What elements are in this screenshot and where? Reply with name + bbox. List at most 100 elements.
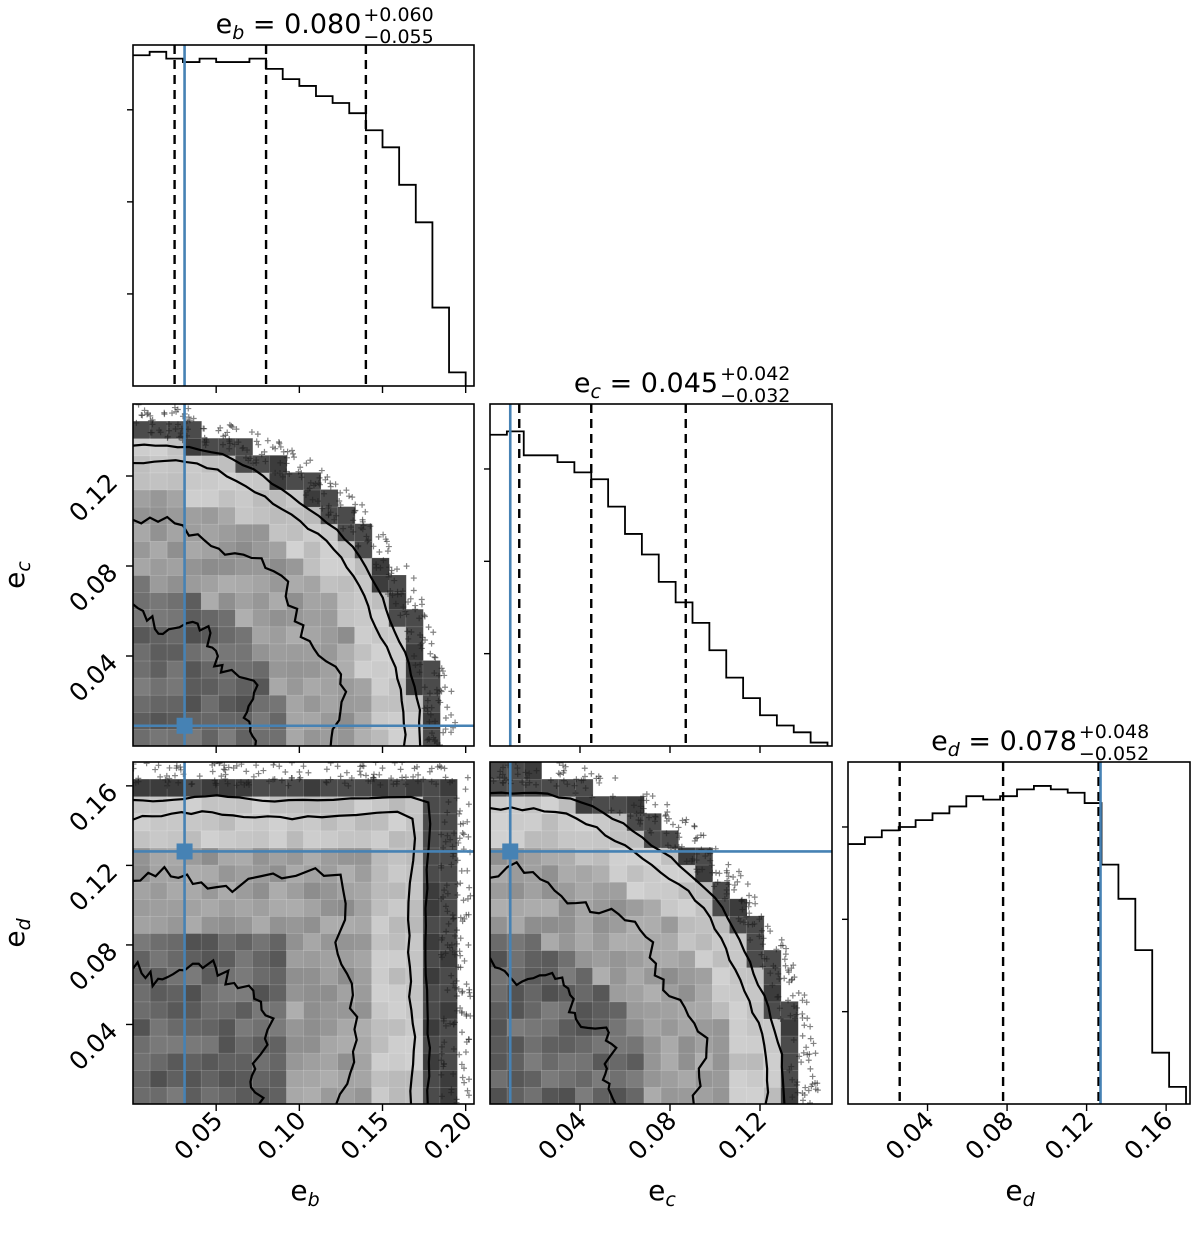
density_cb-cell [133,677,151,696]
density_dc-sample-point [691,837,698,844]
density_db-cell [235,898,254,917]
density_db-cell [183,864,202,883]
density_cb-cell [133,608,151,628]
density_dc-sample-point [787,1012,794,1019]
density_cb-sample-point [277,459,284,466]
density_dc-cell [609,966,628,986]
density_cb-cell [235,574,254,593]
density_db-cell [303,966,322,986]
density_db-cell [371,1035,390,1054]
density_cb-cell [303,694,322,713]
density_dc-cell [626,847,645,866]
density_db-cell [183,1086,202,1104]
density_dc-cell [558,1018,577,1037]
density_cb-sample-point [397,612,404,619]
density_dc-cell [643,864,662,883]
density_cb-cell [286,660,305,679]
density_cb-sample-point [166,427,173,434]
density_dc-cell [558,1052,577,1071]
density_dc-cell [643,1086,662,1104]
density_cb-sample-point [253,457,260,464]
density_db-sample-point [464,774,471,781]
density_dc-cell [711,983,731,1003]
density_cb-cell [217,472,237,491]
density_cb-cell [286,540,305,559]
density_cb-sample-point [399,588,406,595]
density_cb-sample-point [201,425,208,432]
density_db-cell [320,1086,339,1104]
density_db-cell [388,881,407,900]
density_dc-cell [626,1069,645,1088]
density_dc-sample-point [630,802,637,809]
density_dc-cell [592,932,611,951]
density_db-cell [166,915,185,934]
density_cb-cell [200,677,220,696]
density_dc-sample-point [597,775,604,782]
density_db-sample-point [323,766,330,773]
density_cb-sample-point [309,496,316,503]
density_cb-sample-point [411,653,418,660]
density_cb-cell [320,574,339,593]
density_db-cell [405,1069,424,1088]
density_db-sample-point [173,762,180,769]
density_dc-sample-point [786,1067,793,1074]
density_dc-sample-point [640,793,647,800]
density_db-sample-point [457,952,464,959]
density_db-cell [286,830,305,849]
density_db-cell [286,778,305,797]
density_dc-cell [575,1086,594,1104]
density_dc-cell [609,1052,628,1071]
density_db-cell [405,966,424,986]
density_cb-sample-point [133,419,140,426]
density_dc-cell [575,830,594,849]
density_dc-sample-point [746,910,753,917]
density_dc-cell [711,932,731,951]
density_dc-cell [490,795,508,815]
density_dc-sample-point [793,1004,800,1011]
density_dc-cell [523,830,543,849]
density_db-sample-point [415,771,422,778]
density_dc-sample-point [735,868,742,875]
density_dc-sample-point [761,955,768,962]
density_db-sample-point [451,951,458,958]
density_db-cell [217,949,237,968]
density_dc-cell [609,881,628,900]
density_dc-sample-point [700,832,707,839]
density_cb-cell [320,557,339,576]
density_cb-cell [183,574,202,593]
density_cb-sample-point [417,661,424,668]
density_db-sample-point [152,766,159,773]
density_cb-cell [235,643,254,662]
density_cb-cell [320,591,339,610]
density_db-cell [371,1052,390,1071]
density_db-frame [132,761,475,1105]
density_cb-sample-point [418,645,425,652]
density_cb-sample-point [410,587,417,594]
density_cb-sample-point [350,517,357,524]
density_cb-sample-point [359,526,366,533]
density_cb-cell [217,728,237,746]
density_cb-sample-point [417,641,424,648]
density_db-sample-point [433,781,440,788]
density_dc-cell [626,1035,645,1054]
density_dc-cell [711,1018,731,1037]
density_db-cell [354,966,373,986]
density_cb-cell [235,557,254,576]
density_db-cell [388,915,407,934]
density_db-sample-point [457,821,464,828]
density_cb-cell [133,694,151,713]
density_dc-cell [540,1069,560,1088]
density_dc-sample-point [805,1087,812,1094]
density_dc-sample-point [533,781,540,788]
density_db-cell [217,847,237,866]
density_db-cell [422,795,441,815]
density_cb-cell [337,608,356,628]
density_cb-cell [269,591,288,610]
density_db-cell [320,1069,339,1088]
density_dc-sample-point [739,906,746,913]
density_cb-sample-point [431,654,438,661]
density_db-sample-point [390,781,397,788]
density_db-cell [303,881,322,900]
density_dc-sample-point [669,821,676,828]
density_db-sample-point [441,887,448,894]
